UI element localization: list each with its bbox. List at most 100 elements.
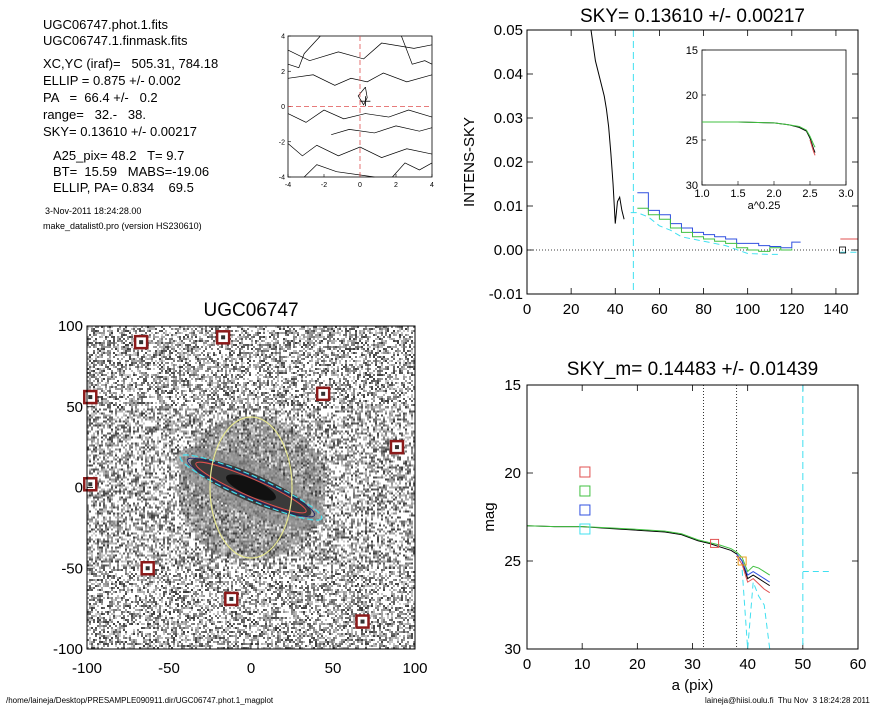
contour-xtick-label: 0 (358, 182, 362, 189)
intensity-chart: SKY= 0.13610 +/- 0.00217 INTENS-SKY 0 20 40 6… (461, 6, 858, 318)
magnitude-series-black (526, 525, 771, 587)
contour-line (357, 86, 368, 106)
galaxy-image-chart: UGC06747 -100 -50 0 50 100 100 50 0 -50 -100 (53, 300, 428, 677)
inset-xtick-label: 2.0 (766, 188, 781, 200)
magnitude-title: SKY_m= 0.14483 +/- 0.01439 (567, 359, 818, 380)
intensity-xtick-label: 60 (651, 301, 668, 318)
galaxy-xtick-label: -100 (72, 660, 102, 677)
contour-line (287, 109, 433, 123)
magnitude-xtick-label: 50 (794, 656, 811, 673)
intensity-xtick-label: 80 (695, 301, 712, 318)
galaxy-ytick-label: 50 (66, 399, 83, 416)
masked-star-core (88, 482, 93, 487)
magnitude-xtick-label: 60 (850, 656, 867, 673)
galaxy-fit-ellipse-blue (186, 457, 316, 518)
inset-series-green (702, 121, 816, 148)
intensity-ytick-label: 0.05 (494, 22, 523, 39)
magnitude-ytick-label: 30 (504, 641, 521, 658)
magnitude-series-cyan (741, 569, 771, 650)
intensity-title: SKY= 0.13610 +/- 0.00217 (580, 6, 805, 27)
magnitude-legend-marker (579, 466, 591, 478)
magnitude-chart: SKY_m= 0.14483 +/- 0.01439 mag a (pix) 0 10 2… (481, 359, 866, 694)
intensity-xtick-label: 100 (735, 301, 760, 318)
contour-line (392, 162, 433, 178)
magnitude-legend-marker (579, 504, 591, 516)
masked-star-core (139, 340, 144, 345)
galaxy-fit-ellipse-red (195, 461, 307, 514)
galaxy-xtick-label: -50 (158, 660, 180, 677)
contour-line (287, 72, 433, 86)
magnitude-xtick-label: 40 (739, 656, 756, 673)
magnitude-ytick-label: 15 (504, 377, 521, 394)
masked-star-core (229, 596, 234, 601)
intensity-series-green (637, 207, 793, 252)
magnitude-xtick-label: 0 (523, 656, 531, 673)
galaxy-xtick-label: 50 (325, 660, 342, 677)
intensity-ytick-label: 0.01 (494, 198, 523, 215)
magnitude-xlabel: a (pix) (672, 677, 714, 694)
galaxy-xtick-label: 100 (402, 660, 427, 677)
intensity-series-blue (637, 192, 801, 249)
contour-ytick-label: 2 (281, 69, 285, 76)
inset-frame (701, 49, 847, 186)
contour-line (303, 164, 375, 178)
inset-ytick-label: 25 (686, 135, 698, 147)
masked-star-core (321, 391, 326, 396)
magnitude-point-marker (710, 538, 720, 548)
magnitude-xtick-label: 20 (629, 656, 646, 673)
intensity-xtick-label: 40 (607, 301, 624, 318)
contour-xtick-label: -4 (285, 182, 291, 189)
contour-line (287, 143, 433, 158)
intensity-ytick-label: 0.02 (494, 154, 523, 171)
galaxy-ytick-label: -50 (61, 560, 83, 577)
contour-xtick-label: 4 (430, 182, 434, 189)
intensity-xtick-label: 0 (523, 301, 531, 318)
galaxy-ytick-label: -100 (53, 641, 83, 658)
magnitude-xtick-label: 10 (574, 656, 591, 673)
magnitude-xtick-label: 30 (684, 656, 701, 673)
contour-line (287, 35, 321, 69)
inset-xtick-label: 1.5 (730, 188, 745, 200)
magnitude-point-marker (737, 556, 747, 566)
galaxy-core (226, 474, 276, 501)
inset-xtick-label: 2.5 (802, 188, 817, 200)
magnitude-legend-marker (579, 485, 591, 497)
contour-line (401, 35, 433, 65)
intensity-end-marker (839, 246, 846, 254)
intensity-xtick-label: 20 (563, 301, 580, 318)
intensity-ytick-label: 0.03 (494, 110, 523, 127)
intensity-inset: 1.0 1.5 2.0 2.5 3.0 15 20 25 30 a^0.25 (686, 45, 854, 212)
intensity-frame (526, 29, 859, 295)
magnitude-ylabel: mag (481, 502, 498, 531)
inset-xtick-label: 3.0 (838, 188, 853, 200)
inset-xlabel: a^0.25 (748, 200, 781, 212)
intensity-ylabel: INTENS-SKY (461, 117, 478, 207)
intensity-series-cyan (630, 212, 781, 255)
inset-ytick-label: 15 (686, 45, 698, 57)
contour-chart: -4 -2 0 2 4 -4 -2 0 2 4 (279, 34, 434, 190)
contour-line (287, 42, 433, 62)
contour-xtick-label: -2 (321, 182, 327, 189)
intensity-xtick-label: 140 (823, 301, 848, 318)
contour-xtick-label: 2 (394, 182, 398, 189)
galaxy-title: UGC06747 (203, 300, 298, 321)
contour-ytick-label: 4 (281, 34, 285, 41)
contour-line (331, 125, 433, 136)
galaxy-xtick-label: 0 (247, 660, 255, 677)
contour-ytick-label: -4 (279, 175, 285, 182)
intensity-xtick-label: 120 (779, 301, 804, 318)
masked-star-core (360, 619, 365, 624)
inset-series-red (809, 139, 816, 156)
contour-ytick-label: 0 (281, 104, 285, 111)
magnitude-ytick-label: 20 (504, 465, 521, 482)
magnitude-ytick-label: 25 (504, 553, 521, 570)
magnitude-frame (526, 384, 859, 650)
galaxy-ytick-label: 0 (75, 480, 83, 497)
magnitude-series-blue (736, 553, 771, 583)
inset-ytick-label: 20 (686, 90, 698, 102)
intensity-ytick-label: -0.01 (489, 286, 523, 303)
magnitude-legend-marker (579, 523, 591, 535)
galaxy-ytick-label: 100 (58, 318, 83, 335)
intensity-series-black (590, 29, 625, 224)
